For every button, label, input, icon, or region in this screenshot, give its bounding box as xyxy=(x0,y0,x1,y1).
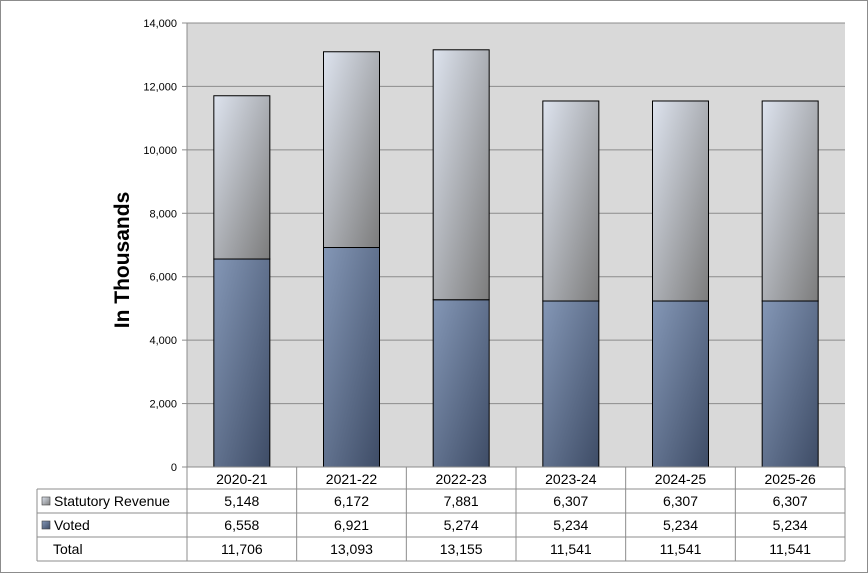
legend-label-voted: Voted xyxy=(54,517,90,533)
data-label-total: 13,093 xyxy=(330,541,373,557)
y-tick-label: 2,000 xyxy=(149,399,177,411)
data-table: 2020-21 2021-22 2022-23 2023-24 2024-25 2025-… xyxy=(36,466,846,562)
y-tick-label: 14,000 xyxy=(143,18,177,30)
y-tick-label: 12,000 xyxy=(143,81,177,93)
data-label-voted: 5,234 xyxy=(773,517,808,533)
legend-swatch-voted xyxy=(41,520,51,530)
y-tick-label: 10,000 xyxy=(143,145,177,157)
y-tick-label: 0 xyxy=(171,462,177,474)
y-tick-label: 6,000 xyxy=(149,272,177,284)
category-label: 2023-24 xyxy=(545,471,597,487)
data-label-statutory-revenue: 5,148 xyxy=(224,493,259,509)
data-label-voted: 5,234 xyxy=(553,517,588,533)
data-label-total: 11,541 xyxy=(550,541,592,557)
bar-voted xyxy=(761,300,819,468)
category-label: 2024-25 xyxy=(655,471,707,487)
category-label: 2021-22 xyxy=(326,471,378,487)
data-label-total: 11,541 xyxy=(769,541,811,557)
gridlines xyxy=(187,22,845,468)
data-label-statutory-revenue: 6,307 xyxy=(663,493,698,509)
data-label-voted: 5,274 xyxy=(444,517,479,533)
bar-statutory-revenue xyxy=(542,100,600,302)
data-label-statutory-revenue: 7,881 xyxy=(444,493,479,509)
bar-statutory-revenue xyxy=(761,100,819,302)
data-label-statutory-revenue: 6,307 xyxy=(553,493,588,509)
data-label-total: 11,541 xyxy=(660,541,702,557)
legend-label-total: Total xyxy=(53,541,83,557)
category-label: 2020-21 xyxy=(216,471,268,487)
plot-area xyxy=(187,23,845,467)
legend-swatch-statutory-revenue xyxy=(41,496,51,506)
y-axis-ticks: 0 2,000 4,000 6,000 8,000 10,000 12,000 14,000 xyxy=(143,18,188,474)
data-label-statutory-revenue: 6,172 xyxy=(334,493,369,509)
data-label-voted: 6,558 xyxy=(224,517,259,533)
bar-voted xyxy=(432,299,490,468)
bar-series xyxy=(213,49,819,468)
bar-voted xyxy=(213,258,271,468)
bar-statutory-revenue xyxy=(213,95,271,260)
y-tick-label: 4,000 xyxy=(149,335,177,347)
bar-statutory-revenue xyxy=(652,100,709,302)
data-label-voted: 6,921 xyxy=(334,517,369,533)
category-label: 2025-26 xyxy=(764,471,816,487)
y-axis-label: In Thousands xyxy=(111,192,134,329)
data-label-total: 13,155 xyxy=(440,541,483,557)
category-label: 2022-23 xyxy=(435,471,487,487)
bar-voted xyxy=(652,300,709,468)
legend-label-statutory-revenue: Statutory Revenue xyxy=(54,493,170,509)
bar-statutory-revenue xyxy=(432,49,490,301)
y-tick-label: 8,000 xyxy=(149,208,177,220)
data-label-statutory-revenue: 6,307 xyxy=(773,493,808,509)
data-label-voted: 5,234 xyxy=(663,517,698,533)
bar-voted xyxy=(323,247,380,468)
data-label-total: 11,706 xyxy=(221,541,263,557)
bar-statutory-revenue xyxy=(323,51,380,249)
bar-voted xyxy=(542,300,600,468)
